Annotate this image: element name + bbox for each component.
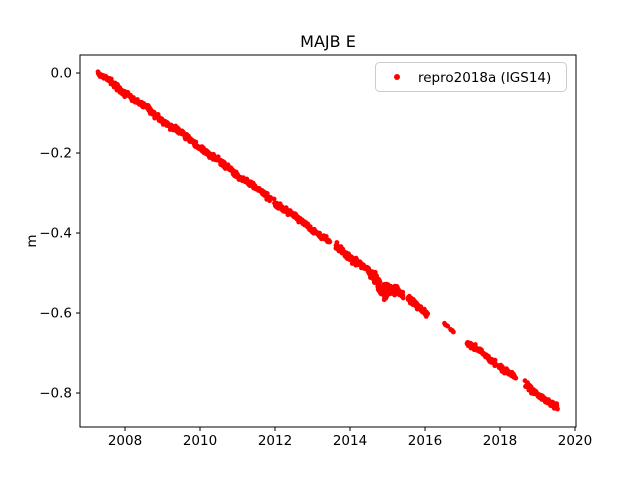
data-point — [555, 406, 560, 412]
data-point — [492, 357, 498, 363]
x-tick-label: 2018 — [483, 433, 517, 449]
data-point — [472, 342, 478, 347]
data-point — [400, 295, 406, 301]
data-point — [323, 234, 329, 239]
y-tick-label: −0.8 — [39, 386, 72, 402]
x-tick-label: 2016 — [408, 433, 442, 449]
y-tick-label: −0.2 — [39, 146, 72, 162]
y-tick-label: 0.0 — [51, 66, 72, 82]
data-point — [327, 239, 333, 245]
legend-frame — [375, 62, 567, 92]
data-point — [271, 196, 277, 202]
y-axis: 0.0 −0.2 −0.4 −0.6 −0.8 — [39, 66, 80, 402]
x-axis: 2008 2010 2012 2014 2016 2018 2020 — [108, 427, 592, 449]
legend-label: repro2018a (IGS14) — [418, 70, 551, 86]
chart-title: MAJB E — [300, 32, 356, 51]
data-point — [425, 311, 431, 316]
x-tick-label: 2012 — [258, 433, 292, 449]
data-point — [513, 375, 519, 381]
data-point — [400, 289, 406, 295]
x-tick-label: 2014 — [333, 433, 367, 449]
legend: repro2018a (IGS14) — [375, 62, 567, 92]
data-point — [451, 329, 456, 335]
y-tick-label: −0.4 — [39, 226, 72, 242]
scatter-series — [95, 69, 560, 412]
data-point — [377, 279, 383, 285]
x-tick-label: 2010 — [183, 433, 217, 449]
x-tick-label: 2008 — [108, 433, 142, 449]
plot-frame — [79, 54, 577, 428]
data-point — [445, 323, 451, 329]
y-axis-label: m — [24, 234, 40, 247]
legend-marker-icon — [394, 74, 400, 80]
y-tick-label: −0.6 — [39, 306, 72, 322]
x-tick-label: 2020 — [558, 433, 592, 449]
